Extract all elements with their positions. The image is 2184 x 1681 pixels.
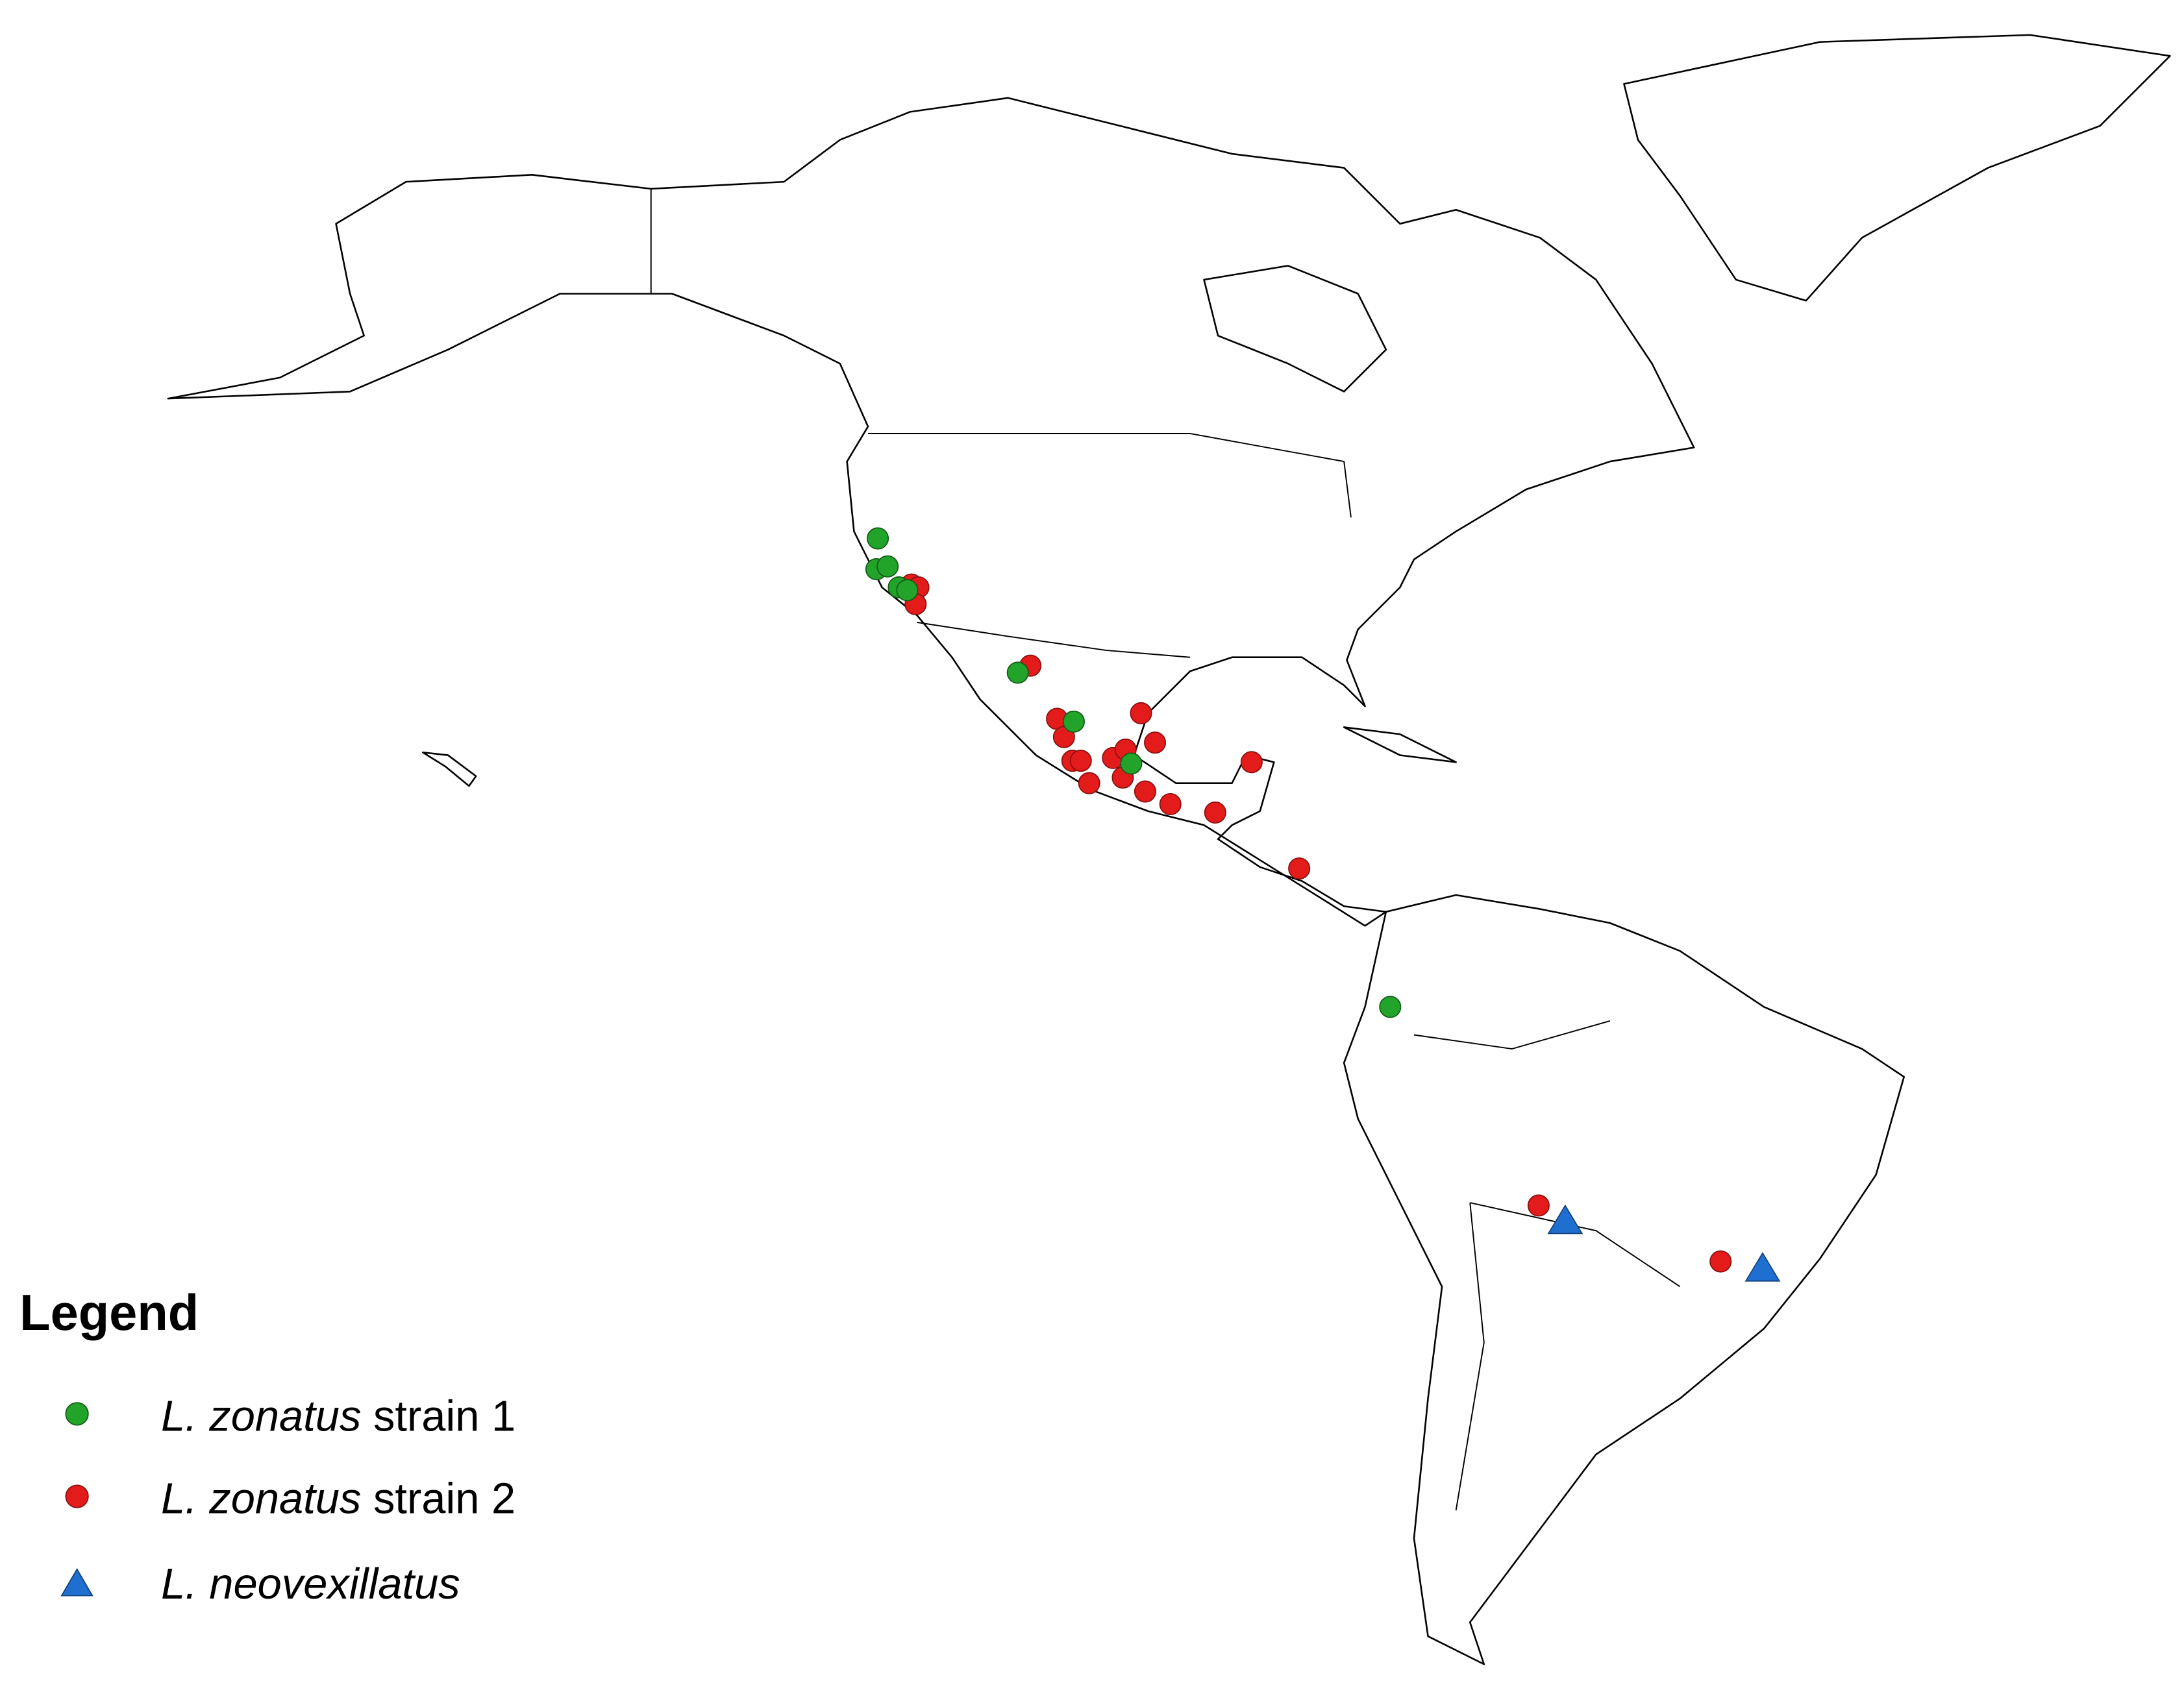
strain-1-point	[1062, 710, 1086, 733]
species-name: L. zonatus	[161, 1392, 361, 1440]
strain-2-point	[1240, 751, 1263, 774]
north-america	[167, 97, 1695, 927]
hudson-bay	[1203, 265, 1387, 393]
legend-label: L. zonatus strain 2	[161, 1475, 515, 1523]
legend-title: Legend	[19, 1285, 199, 1341]
neovexillatus-point	[1547, 1204, 1583, 1234]
legend-marker	[65, 1402, 89, 1426]
strain-2-point	[1078, 772, 1100, 794]
basemap	[167, 34, 2171, 1665]
neovexillatus-point	[1744, 1251, 1781, 1282]
strain-1-point	[1006, 661, 1029, 684]
border	[650, 188, 1681, 1511]
legend-marker	[65, 1484, 89, 1508]
strain-2-point	[1288, 857, 1311, 880]
legend: Legend L. zonatus strain 1 L. zonatus st…	[19, 1285, 515, 1608]
strain-1-point	[876, 555, 899, 578]
legend-marker	[60, 1567, 93, 1597]
legend-label: L. zonatus strain 1	[161, 1392, 515, 1440]
strain-1-point	[1120, 752, 1143, 775]
species-name: L. zonatus	[161, 1475, 361, 1523]
strain-1-point	[867, 527, 889, 550]
strain-1-point	[1379, 996, 1402, 1018]
strain-1-point	[896, 579, 919, 602]
strain-label: strain 2	[373, 1475, 515, 1523]
legend-label: L. neovexillatus	[161, 1560, 460, 1608]
strain-2-point	[1130, 702, 1152, 724]
cuba	[1343, 726, 1457, 763]
occurrence-points	[865, 527, 1781, 1282]
strain-2-point	[1069, 750, 1092, 772]
strain-2-point	[1527, 1194, 1550, 1217]
strain-label: strain 1	[373, 1392, 515, 1440]
greenland	[1623, 34, 2171, 302]
strain-2-point	[1134, 780, 1156, 803]
strain-2-point	[1144, 731, 1167, 754]
south-america	[1343, 894, 1905, 1665]
hawaii	[421, 751, 477, 787]
strain-2-point	[1159, 792, 1182, 815]
strain-2-point	[1709, 1250, 1732, 1273]
strain-2-point	[1204, 801, 1226, 824]
